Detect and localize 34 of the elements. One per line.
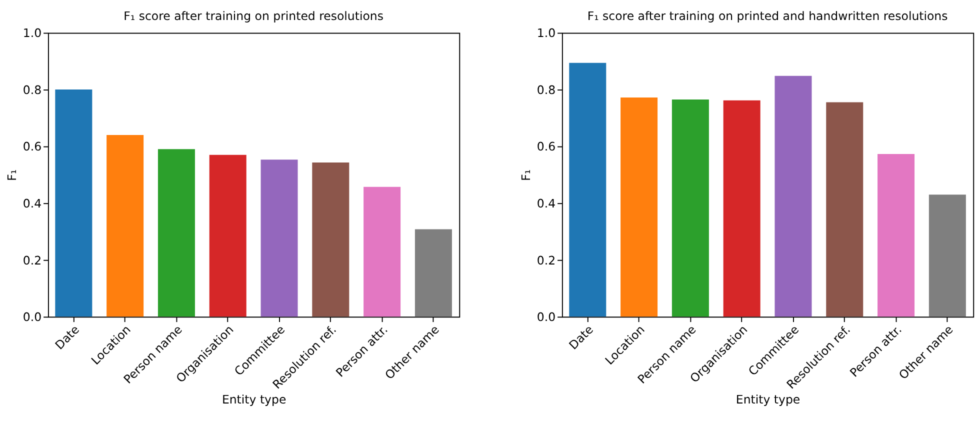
y-tick-label: 0.6 xyxy=(536,140,556,154)
bar xyxy=(620,97,658,317)
bar xyxy=(723,100,760,317)
bar xyxy=(672,99,709,317)
y-tick-label: 0.8 xyxy=(536,82,556,97)
bar xyxy=(774,76,812,317)
bar xyxy=(312,162,350,317)
y-tick-label: 0.4 xyxy=(536,196,556,210)
x-axis-title: Entity type xyxy=(222,392,286,407)
bar xyxy=(55,90,92,317)
bar xyxy=(158,149,195,317)
bar xyxy=(209,154,246,317)
bar xyxy=(364,186,401,317)
bar xyxy=(260,160,298,317)
y-tick-label: 1.0 xyxy=(22,26,42,40)
bar xyxy=(414,229,452,317)
bar xyxy=(569,62,606,317)
y-axis-title: F₁ xyxy=(5,169,20,181)
y-tick-label: 0.0 xyxy=(22,310,42,324)
bar xyxy=(928,194,966,317)
y-tick-label: 0.6 xyxy=(22,140,42,154)
y-tick-label: 0.0 xyxy=(536,310,556,324)
y-tick-label: 0.2 xyxy=(22,253,42,268)
y-tick-label: 0.4 xyxy=(22,196,42,210)
chart-title: F₁ score after training on printed and handwritten resolutions xyxy=(587,9,948,24)
x-axis-title: Entity type xyxy=(736,392,800,407)
y-axis-title: F₁ xyxy=(519,169,534,181)
bar xyxy=(878,154,915,317)
y-tick-label: 1.0 xyxy=(536,26,556,40)
chart-title: F₁ score after training on printed resolutions xyxy=(124,9,384,24)
bar xyxy=(106,134,144,317)
y-tick-label: 0.2 xyxy=(536,253,556,268)
bar xyxy=(826,102,864,317)
y-tick-label: 0.8 xyxy=(22,82,42,97)
